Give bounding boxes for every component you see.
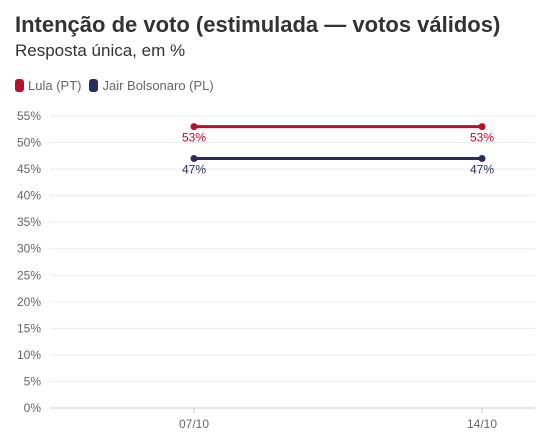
- data-label: 47%: [182, 162, 206, 176]
- data-point: [478, 123, 486, 131]
- chart-header: Intenção de voto (estimulada — votos vál…: [15, 10, 500, 62]
- chart-subtitle: Resposta única, em %: [15, 41, 186, 60]
- legend-label-lula: Lula (PT): [28, 78, 82, 93]
- chart-title: Intenção de voto (estimulada — votos vál…: [15, 12, 501, 37]
- data-point: [478, 154, 486, 162]
- y-tick-label: 30%: [17, 242, 41, 256]
- y-tick-label: 0%: [24, 401, 42, 415]
- legend-item-bolsonaro[interactable]: Jair Bolsonaro (PL): [89, 78, 214, 93]
- data-label: 53%: [470, 131, 494, 145]
- y-tick-label: 20%: [17, 295, 41, 309]
- y-tick-label: 35%: [17, 215, 41, 229]
- chart-legend: Lula (PT) Jair Bolsonaro (PL): [15, 78, 222, 93]
- y-tick-label: 15%: [17, 321, 41, 335]
- data-point: [190, 154, 198, 162]
- y-tick-label: 10%: [17, 348, 41, 362]
- y-tick-label: 50%: [17, 136, 41, 150]
- x-tick-label: 07/10: [179, 417, 209, 431]
- y-tick-label: 40%: [17, 189, 41, 203]
- y-tick-label: 25%: [17, 268, 41, 282]
- legend-swatch-bolsonaro: [89, 79, 99, 92]
- data-point: [190, 123, 198, 131]
- y-tick-label: 5%: [24, 374, 42, 388]
- legend-swatch-lula: [15, 79, 24, 92]
- data-label: 47%: [470, 162, 494, 176]
- legend-item-lula[interactable]: Lula (PT): [15, 78, 81, 93]
- x-tick-label: 14/10: [467, 417, 497, 431]
- data-label: 53%: [182, 131, 206, 145]
- y-tick-label: 55%: [17, 109, 41, 123]
- y-tick-label: 45%: [17, 162, 41, 176]
- legend-label-bolsonaro: Jair Bolsonaro (PL): [102, 78, 214, 93]
